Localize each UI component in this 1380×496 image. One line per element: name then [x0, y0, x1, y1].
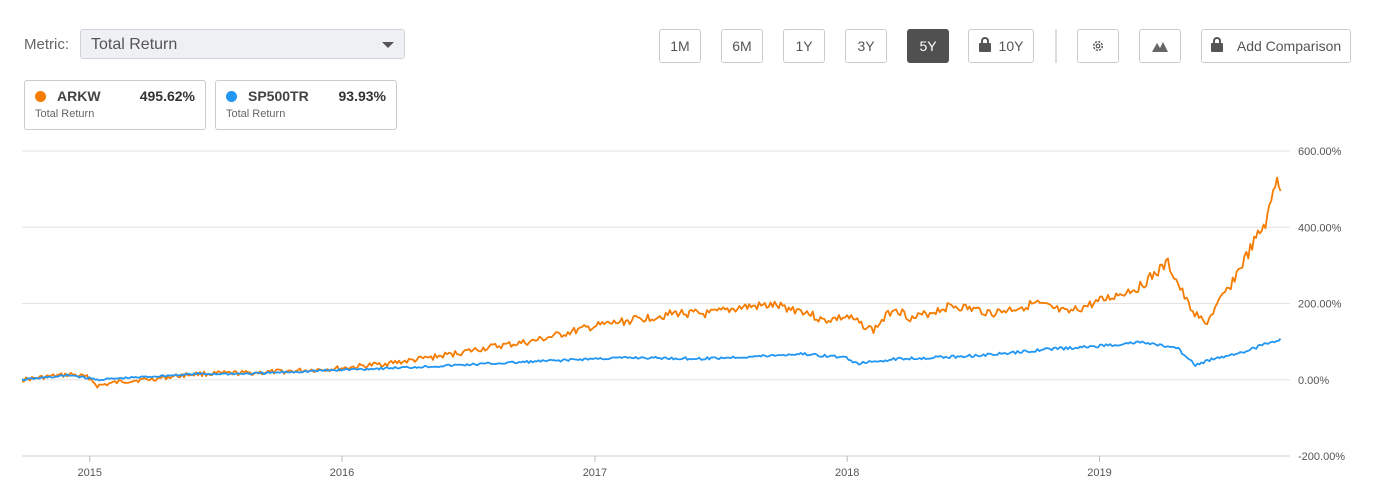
legend-sublabel: Total Return: [35, 108, 95, 120]
series-line-arkw[interactable]: [21, 176, 1282, 389]
x-tick-label: 2017: [583, 467, 607, 479]
lock-icon: [978, 37, 991, 52]
range-button-10y[interactable]: 10Y: [968, 29, 1034, 63]
range-button-1y[interactable]: 1Y: [783, 29, 825, 63]
series-color-dot: [35, 91, 46, 102]
x-tick-label: 2018: [835, 467, 859, 479]
range-button-3y[interactable]: 3Y: [845, 29, 887, 63]
legend-ticker: ARKW: [57, 88, 101, 104]
range-button-10y-label: 10Y: [998, 38, 1024, 54]
legend-sublabel: Total Return: [226, 108, 286, 120]
lock-icon: [1210, 37, 1223, 52]
add-comparison-label: Add Comparison: [1236, 38, 1342, 54]
metric-dropdown-value: Total Return: [91, 36, 178, 53]
legend-card-sp500tr[interactable]: SP500TR 93.93% Total Return: [215, 80, 397, 130]
range-button-6m[interactable]: 6M: [721, 29, 763, 63]
x-tick-label: 2016: [330, 467, 354, 479]
range-button-1m[interactable]: 1M: [659, 29, 701, 63]
settings-button[interactable]: [1077, 29, 1119, 63]
legend-value: 495.62%: [139, 88, 195, 104]
chart-type-button[interactable]: [1139, 29, 1181, 63]
y-tick-label: 200.00%: [1298, 299, 1342, 311]
mountain-chart-icon: [1152, 42, 1168, 52]
series-line-sp500tr[interactable]: [21, 338, 1282, 382]
y-tick-label: 600.00%: [1298, 146, 1342, 158]
metric-label: Metric:: [24, 36, 69, 53]
toolbar-divider: [1055, 29, 1057, 63]
legend-card-arkw[interactable]: ARKW 495.62% Total Return: [24, 80, 206, 130]
series-color-dot: [226, 91, 237, 102]
add-comparison-button[interactable]: Add Comparison: [1201, 29, 1351, 63]
range-button-5y[interactable]: 5Y: [907, 29, 949, 63]
legend-ticker: SP500TR: [248, 88, 309, 104]
gear-icon: [1092, 40, 1104, 52]
y-tick-label: 0.00%: [1298, 375, 1329, 387]
chevron-down-icon: [382, 42, 394, 48]
y-tick-label: -200.00%: [1298, 451, 1345, 463]
legend-value: 93.93%: [338, 88, 386, 104]
metric-dropdown[interactable]: Total Return: [80, 29, 405, 59]
x-tick-label: 2015: [77, 467, 101, 479]
y-tick-label: 400.00%: [1298, 222, 1342, 234]
x-tick-label: 2019: [1087, 467, 1111, 479]
